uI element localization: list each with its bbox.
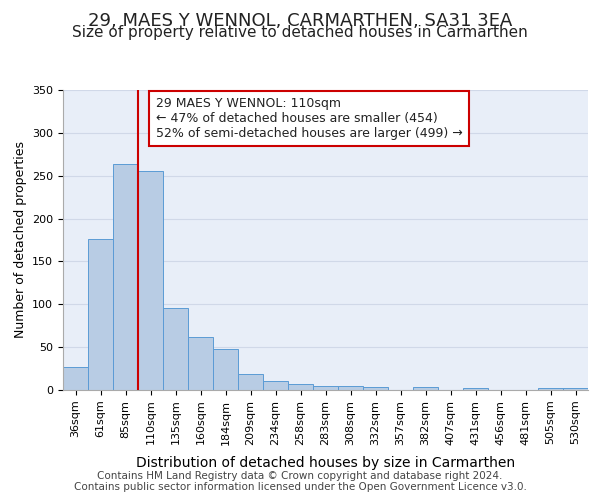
Bar [363,386,388,390]
X-axis label: Distribution of detached houses by size in Carmarthen: Distribution of detached houses by size … [136,456,515,470]
Text: Size of property relative to detached houses in Carmarthen: Size of property relative to detached ho… [72,25,528,40]
Bar [163,308,188,390]
Bar [238,374,263,390]
Bar [313,386,338,390]
Bar [138,172,163,390]
Bar [463,388,488,390]
Y-axis label: Number of detached properties: Number of detached properties [14,142,26,338]
Text: Contains HM Land Registry data © Crown copyright and database right 2024.
Contai: Contains HM Land Registry data © Crown c… [74,471,526,492]
Bar [213,349,238,390]
Bar [263,380,288,390]
Text: 29, MAES Y WENNOL, CARMARTHEN, SA31 3EA: 29, MAES Y WENNOL, CARMARTHEN, SA31 3EA [88,12,512,30]
Bar [563,388,588,390]
Bar [88,239,113,390]
Bar [113,164,138,390]
Bar [63,367,88,390]
Bar [188,337,213,390]
Bar [538,388,563,390]
Bar [338,386,363,390]
Bar [288,384,313,390]
Bar [413,388,438,390]
Text: 29 MAES Y WENNOL: 110sqm
← 47% of detached houses are smaller (454)
52% of semi-: 29 MAES Y WENNOL: 110sqm ← 47% of detach… [155,97,462,140]
